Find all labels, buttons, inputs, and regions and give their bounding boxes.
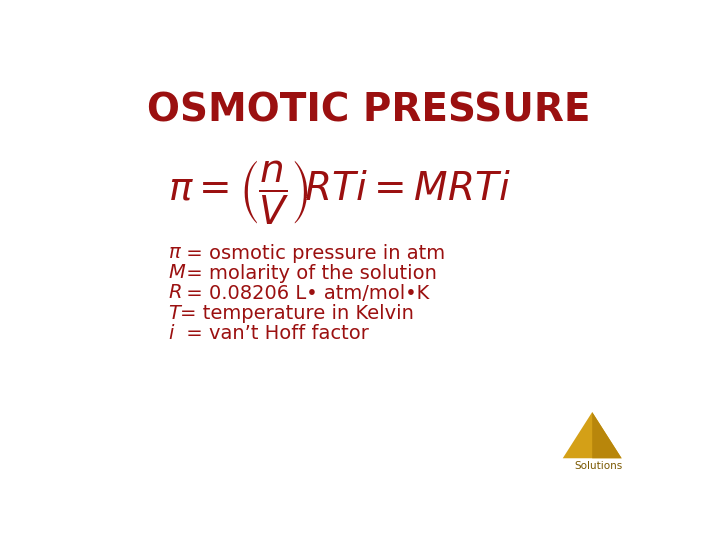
Text: OSMOTIC PRESSURE: OSMOTIC PRESSURE [148,92,590,130]
Text: = 0.08206 L• atm/mol•K: = 0.08206 L• atm/mol•K [180,284,429,303]
Text: $\mathit{R}$: $\mathit{R}$ [168,285,181,302]
Text: Solutions: Solutions [575,461,623,471]
Text: = osmotic pressure in atm: = osmotic pressure in atm [180,244,445,263]
Polygon shape [593,412,621,458]
Text: $\mathit{i}$: $\mathit{i}$ [168,324,175,343]
Text: = molarity of the solution: = molarity of the solution [180,264,437,283]
Text: $\pi$: $\pi$ [168,245,181,262]
Text: = van’t Hoff factor: = van’t Hoff factor [180,324,369,343]
Polygon shape [563,412,621,458]
Text: $\mathit{T}$: $\mathit{T}$ [168,305,183,322]
Text: = temperature in Kelvin: = temperature in Kelvin [180,304,414,323]
Text: $\mathit{M}$: $\mathit{M}$ [168,265,186,282]
Text: $\pi = \left(\dfrac{n}{V}\right)\!RTi = MRTi$: $\pi = \left(\dfrac{n}{V}\right)\!RTi = … [168,158,510,226]
